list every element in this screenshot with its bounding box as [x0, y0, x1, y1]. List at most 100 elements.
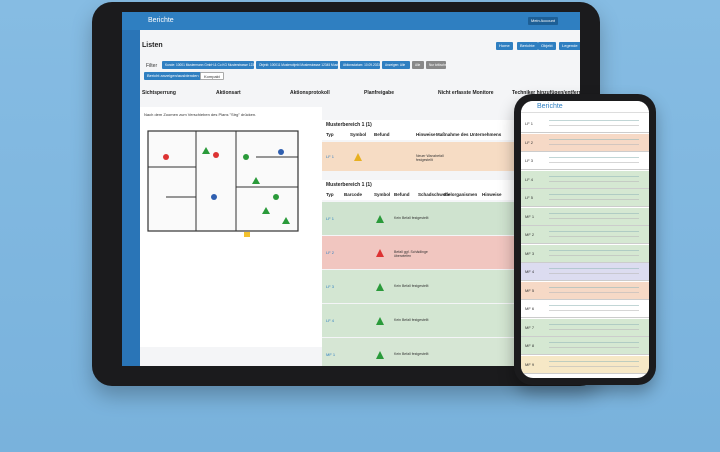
- row-type: LF 1: [326, 154, 335, 159]
- phone-row-type: MF 9: [525, 361, 535, 367]
- phone-row: [521, 115, 649, 133]
- phone-row-lines: [549, 323, 639, 330]
- status-icon: [376, 283, 384, 291]
- phone-row: [521, 133, 649, 152]
- status-icon: [376, 215, 384, 223]
- nav-button[interactable]: Home: [496, 42, 513, 50]
- phone-row-lines: [549, 249, 639, 256]
- filter-label: Filter: [146, 63, 158, 69]
- status-icon: [376, 249, 384, 257]
- section-column: Symbol: [350, 132, 367, 137]
- phone-app-title: Berichte: [537, 103, 563, 110]
- phone-row-type: MF 1: [525, 213, 535, 219]
- column-header: Nicht erfasste Monitore: [438, 90, 494, 96]
- column-header: Planfreigabe: [364, 90, 395, 96]
- tablet-screen: Berichte Mein Account Listen Filter Nach…: [122, 12, 580, 366]
- section-column: Typ: [326, 132, 334, 137]
- phone-row: [521, 226, 649, 244]
- section-column: Hinweise: [416, 132, 436, 137]
- column-header: Aktionsart: [216, 90, 241, 96]
- column-header: Aktionsprotokoll: [290, 90, 330, 96]
- phone-top-bar: [521, 101, 649, 113]
- phone-row-lines: [549, 120, 639, 126]
- status-icon: [354, 153, 362, 161]
- phone-row-type: LF 5: [525, 195, 534, 200]
- filter-chip[interactable]: Alle: [412, 61, 424, 69]
- row-finding: Kein Befall festgestellt: [394, 284, 429, 288]
- row-finding: Kein Befall festgestellt: [394, 318, 429, 322]
- phone-row-lines: [549, 212, 639, 219]
- section-column: Maßnahme des Unternehmens: [436, 132, 502, 137]
- nav-button[interactable]: Berichte: [517, 42, 538, 50]
- nav-button[interactable]: Objekt: [538, 42, 556, 50]
- row-finding: Kein Befall festgestellt: [394, 216, 429, 220]
- phone-row-type: LF 2: [525, 139, 534, 145]
- phone-row-type: MF 6: [525, 306, 535, 311]
- phone-row-lines: [549, 305, 639, 311]
- filter-chip[interactable]: Aktionsdatum: 10.09.2023: [340, 61, 380, 69]
- floor-plan: [147, 130, 299, 237]
- status-icon: [376, 317, 384, 325]
- section-title: Musterbereich 1 (1): [326, 182, 372, 188]
- phone-row-type: MF 2: [525, 232, 535, 237]
- section-column: Barcode: [344, 192, 363, 197]
- section-column: Typ: [326, 192, 334, 197]
- top-bar: [122, 12, 580, 30]
- phone-row-type: MF 4: [525, 269, 535, 274]
- phone-row-lines: [549, 360, 639, 367]
- phone-row-type: MF 5: [525, 287, 535, 293]
- row-type: LF 3: [326, 284, 335, 289]
- phone-row: [521, 281, 649, 300]
- row-type: LF 2: [326, 250, 335, 255]
- phone-row: [521, 189, 649, 207]
- phone-row-lines: [549, 342, 639, 348]
- sidebar: [122, 30, 140, 366]
- status-icon: [376, 351, 384, 359]
- phone-row-type: MF 8: [525, 343, 535, 348]
- section-column: Symbol: [374, 192, 391, 197]
- filter-chip[interactable]: Kunde: 10001 Mustermann GmbH & Co KG Mus…: [162, 61, 254, 69]
- row-finding: Befall ggf. Schädlinge überwiefen: [394, 250, 428, 258]
- filter-chip[interactable]: Objekt: 100011 Musterobjekt Musterstrass…: [256, 61, 338, 69]
- toggle-button[interactable]: Bericht anzeigen/ausblenden: [144, 72, 202, 80]
- filter-chip[interactable]: Nur kritische: [426, 61, 446, 69]
- section-title: Musterbereich 1 (1): [326, 122, 372, 128]
- section-column: Befund: [374, 132, 390, 137]
- page-title: Listen: [142, 42, 163, 49]
- nav-button[interactable]: Legende: [559, 42, 580, 50]
- phone-row-lines: [549, 138, 639, 145]
- phone-row-type: LF 4: [525, 176, 534, 182]
- phone-row: [521, 318, 649, 337]
- phone-row: [521, 263, 649, 281]
- phone-row-type: MF 7: [525, 324, 535, 330]
- row-type: LF 4: [326, 318, 335, 323]
- section-column: Befund: [394, 192, 410, 197]
- row-type: MF 1: [326, 352, 336, 357]
- phone-row: [521, 355, 649, 374]
- phone-row: [521, 152, 649, 170]
- phone-row: [521, 170, 649, 189]
- row-finding: Kein Befall festgestellt: [394, 352, 429, 356]
- toggle-button[interactable]: Kompakt: [200, 72, 224, 80]
- phone-row-type: MF 3: [525, 250, 535, 256]
- account-button[interactable]: Mein Account: [528, 17, 559, 25]
- phone-row-lines: [549, 175, 639, 182]
- row-finding: Neuer Wanzbefall festgestellt: [416, 154, 444, 162]
- phone-row-lines: [549, 157, 639, 163]
- filter-chip[interactable]: Anzeigen: Alle: [382, 61, 410, 69]
- row-type: LF 1: [326, 216, 335, 221]
- plan-hint: Nach dem Zoomen zum Verschieben des Plan…: [144, 112, 257, 117]
- phone-row-type: LF 1: [525, 121, 534, 126]
- app-title: Berichte: [148, 17, 174, 24]
- section-column: Schadschwelle: [418, 192, 451, 197]
- column-header: Sichtsperrung: [142, 90, 176, 96]
- phone-row-lines: [549, 268, 639, 274]
- section-column: Hinweise: [482, 192, 502, 197]
- phone-row-lines: [549, 231, 639, 237]
- phone-row-lines: [549, 286, 639, 293]
- phone-row-type: LF 3: [525, 158, 534, 163]
- phone-row-lines: [549, 194, 639, 200]
- section-column: Zielorganismen: [444, 192, 478, 197]
- phone-row: [521, 300, 649, 318]
